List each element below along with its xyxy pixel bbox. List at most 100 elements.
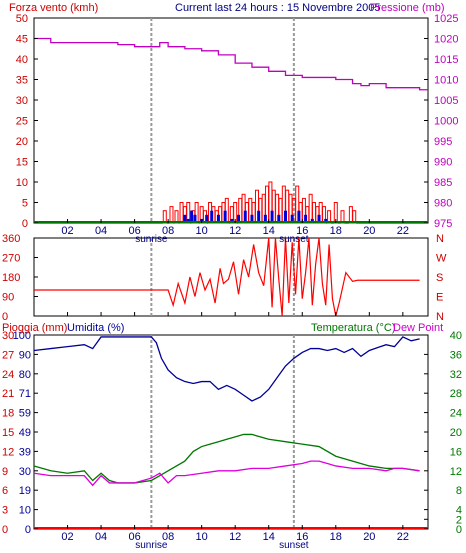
pressure-y-tick-label: 1025 xyxy=(434,13,458,25)
humidity-axis-title: Umidita (%) xyxy=(67,322,124,334)
temperature-y-tick-label: 4 xyxy=(456,505,462,517)
panel-frame-3 xyxy=(33,334,429,530)
dewpoint-line xyxy=(33,460,420,487)
temperature-y-tick-label: 12 xyxy=(450,466,462,478)
temperature-y-tick-label: 32 xyxy=(450,369,462,381)
temperature-line xyxy=(33,433,420,484)
humidity-y-tick-label: 0 xyxy=(25,524,31,536)
rain-y-tick-label: 12 xyxy=(2,446,14,458)
wind-axis-title: Forza vento (kmh) xyxy=(9,2,98,14)
pressure-y-tick-label: 1000 xyxy=(434,116,458,128)
x-tick-label-bottom: 22 xyxy=(397,531,409,543)
x-tick-label-bottom: 20 xyxy=(363,531,375,543)
wind-y-tick-label: 25 xyxy=(16,116,28,128)
x-tick-label: 10 xyxy=(196,225,208,237)
wind-y-tick-label: 5 xyxy=(22,198,28,210)
dewpoint-axis-title: Dew Point xyxy=(393,322,443,334)
wind-bar xyxy=(183,214,187,223)
wind-y-tick-label: 50 xyxy=(16,13,28,25)
compass-label: E xyxy=(436,292,443,304)
wind-bar xyxy=(317,214,321,223)
compass-label: N xyxy=(436,311,444,323)
humidity-y-tick-label: 80 xyxy=(19,369,31,381)
wind-bar xyxy=(304,214,308,223)
wind-y-tick-label: 0 xyxy=(22,218,28,230)
x-tick-label: 22 xyxy=(397,225,409,237)
pressure-axis-title: Pressione (mb) xyxy=(370,2,445,14)
direction-y-tick-label: 0 xyxy=(2,311,8,323)
x-tick-label-bottom: 02 xyxy=(61,531,73,543)
wind-bar xyxy=(250,214,254,223)
x-tick-label: 20 xyxy=(363,225,375,237)
wind-bar xyxy=(216,214,220,223)
wind-y-tick-label: 10 xyxy=(16,177,28,189)
wind-bar xyxy=(223,210,227,223)
wind-y-tick-label: 35 xyxy=(16,75,28,87)
temperature-y-tick-label: 28 xyxy=(450,388,462,400)
x-tick-label-bottom: 14 xyxy=(263,531,275,543)
pressure-y-tick-label: 1010 xyxy=(434,75,458,87)
wind-bar xyxy=(257,210,261,223)
wind-bar xyxy=(277,214,281,223)
temperature-y-tick-label: 40 xyxy=(450,330,462,342)
humidity-y-tick-label: 30 xyxy=(19,466,31,478)
rain-y-tick-label: 30 xyxy=(2,330,14,342)
x-tick-label: 12 xyxy=(229,225,241,237)
x-tick-label: 02 xyxy=(61,225,73,237)
humidity-y-tick-label: 90 xyxy=(19,349,31,361)
panel-frame-2 xyxy=(33,237,429,317)
x-tick-label-bottom: 16 xyxy=(296,531,308,543)
wind-bar xyxy=(324,218,328,223)
temperature-y-tick-label: 2 xyxy=(456,514,462,526)
pressure-y-tick-label: 1005 xyxy=(434,95,458,107)
humidity-y-tick-label: 39 xyxy=(19,446,31,458)
temperature-y-tick-label: 24 xyxy=(450,408,462,420)
wind-y-tick-label: 15 xyxy=(16,157,28,169)
wind-bar xyxy=(190,210,194,223)
wind-y-tick-label: 20 xyxy=(16,136,28,148)
temperature-y-tick-label: 0 xyxy=(456,524,462,536)
x-tick-label-bottom: 08 xyxy=(162,531,174,543)
temperature-y-tick-label: 8 xyxy=(456,485,462,497)
x-tick-label: 08 xyxy=(162,225,174,237)
wind-bar xyxy=(186,218,190,223)
wind-bar xyxy=(205,214,209,223)
x-tick-label: 16 xyxy=(296,225,308,237)
wind-bar xyxy=(237,214,241,223)
wind-bar xyxy=(270,210,274,223)
rain-axis-title: Pioggia (mm) xyxy=(2,322,67,334)
x-tick-label: 06 xyxy=(128,225,140,237)
wind-bar xyxy=(243,210,247,223)
sunset-label-bottom: sunset xyxy=(279,540,309,551)
rain-y-tick-label: 21 xyxy=(2,388,14,400)
x-tick-label-bottom: 18 xyxy=(330,531,342,543)
x-tick-label-bottom: 10 xyxy=(196,531,208,543)
wind-y-tick-label: 45 xyxy=(16,34,28,46)
x-tick-label-bottom: 06 xyxy=(128,531,140,543)
pressure-y-tick-label: 990 xyxy=(434,157,452,169)
wind-bar xyxy=(230,218,234,223)
pressure-y-tick-label: 975 xyxy=(434,218,452,230)
wind-bar xyxy=(297,210,301,223)
sunset-label-top: sunset xyxy=(279,234,309,245)
rain-y-tick-label: 15 xyxy=(2,427,14,439)
rain-y-tick-label: 9 xyxy=(2,466,8,478)
pressure-y-tick-label: 1015 xyxy=(434,54,458,66)
direction-line xyxy=(34,237,420,317)
wind-bar xyxy=(263,214,267,223)
wind-y-tick-label: 40 xyxy=(16,54,28,66)
pressure-y-tick-label: 985 xyxy=(434,177,452,189)
temperature-y-tick-label: 16 xyxy=(450,446,462,458)
x-tick-label: 18 xyxy=(330,225,342,237)
wind-bar xyxy=(210,210,214,223)
humidity-y-tick-label: 49 xyxy=(19,427,31,439)
wind-bar xyxy=(310,218,314,223)
rain-y-tick-label: 24 xyxy=(2,369,14,381)
rain-y-tick-label: 6 xyxy=(2,485,8,497)
wind-bar xyxy=(193,214,197,223)
wind-bar xyxy=(290,214,294,223)
direction-y-tick-label: 360 xyxy=(2,233,20,245)
x-tick-label: 14 xyxy=(263,225,275,237)
sunrise-label-bottom: sunrise xyxy=(135,540,168,551)
